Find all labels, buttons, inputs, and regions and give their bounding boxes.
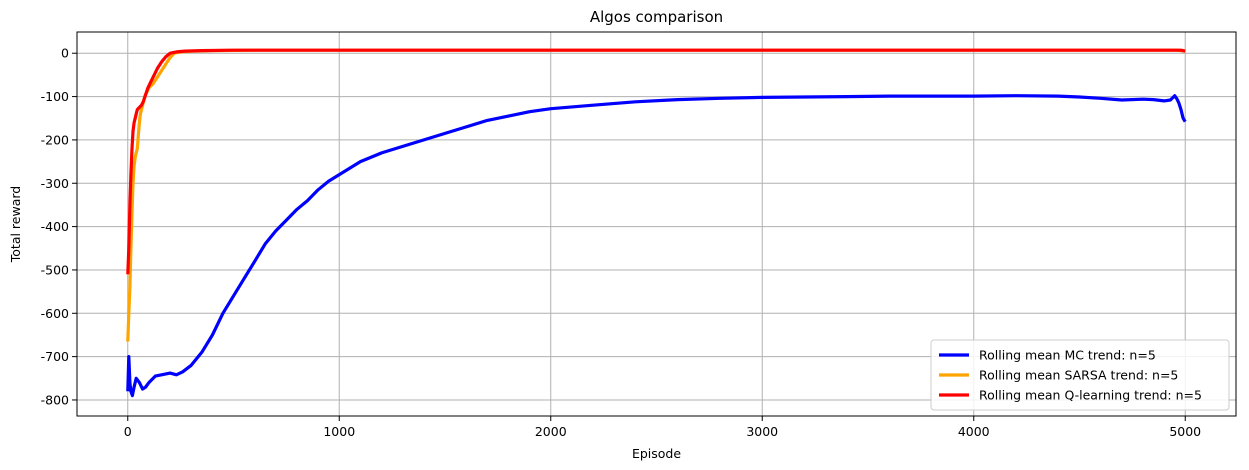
y-tick-label: 0 (61, 46, 69, 61)
x-tick-label: 4000 (958, 424, 990, 439)
y-tick-label: -800 (41, 392, 69, 407)
y-axis-label: Total reward (8, 186, 23, 263)
x-tick-label: 1000 (323, 424, 355, 439)
series-line-2 (126, 48, 1186, 275)
legend-label-1: Rolling mean SARSA trend: n=5 (979, 368, 1178, 383)
legend-label-0: Rolling mean MC trend: n=5 (979, 348, 1156, 363)
chart-title: Algos comparison (590, 8, 723, 26)
y-tick-label: -600 (41, 306, 69, 321)
x-tick-label: 3000 (746, 424, 778, 439)
y-tick-label: -700 (41, 349, 69, 364)
ticks: 0 1000 2000 3000 4000 5000 0 -100 -200 -300 -400 -5… (41, 46, 1202, 439)
series-layer (126, 48, 1187, 398)
x-axis-label: Episode (632, 446, 681, 461)
y-tick-label: -300 (41, 176, 69, 191)
y-tick-label: -100 (41, 89, 69, 104)
y-tick-label: -200 (41, 132, 69, 147)
y-tick-label: -400 (41, 219, 69, 234)
grid (77, 32, 1236, 416)
x-tick-label: 2000 (535, 424, 567, 439)
x-tick-label: 5000 (1169, 424, 1201, 439)
series-line-0 (126, 94, 1187, 398)
plot-frame (76, 31, 1237, 417)
legend: Rolling mean MC trend: n=5 Rolling mean S… (930, 339, 1230, 411)
x-tick-label: 0 (124, 424, 132, 439)
legend-label-2: Rolling mean Q-learning trend: n=5 (979, 388, 1202, 403)
y-tick-label: -500 (41, 262, 69, 277)
legend-box (930, 339, 1230, 411)
